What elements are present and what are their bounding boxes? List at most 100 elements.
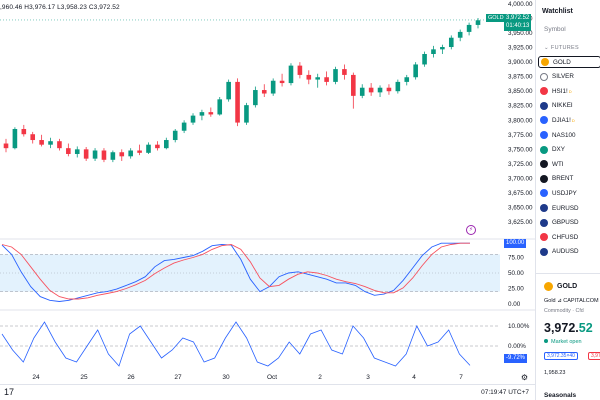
watchlist-item-nikkei[interactable]: NIKKEI xyxy=(538,100,600,112)
candle-body xyxy=(333,69,338,82)
details-low: 1,958.23 xyxy=(544,370,566,376)
symbol-price-tag: GOLD xyxy=(486,14,506,22)
watchlist-item-gbpusd[interactable]: GBPUSD xyxy=(538,217,600,229)
candle-body xyxy=(226,81,231,100)
watchlist-item-silver[interactable]: SILVER xyxy=(538,71,600,83)
time-axis-label: 27 xyxy=(174,374,182,381)
candle-body xyxy=(12,128,18,149)
details-price: 3,972.52 xyxy=(544,321,593,335)
futures-section[interactable]: ⌄ FUTURES xyxy=(544,45,579,51)
osc-current-tag: -9.72% xyxy=(504,354,528,363)
chart-area[interactable]: ,960.46 H3,976.17 L3,958.23 C3,972.52 4,… xyxy=(0,0,535,400)
time-axis-label: 26 xyxy=(127,374,135,381)
wti-icon xyxy=(540,160,548,169)
watchlist-item-eurusd[interactable]: EURUSD xyxy=(538,202,600,214)
candle-body xyxy=(395,81,401,92)
candle-body xyxy=(413,64,418,78)
time-axis-label: 3 xyxy=(366,374,370,381)
price-axis-label: 3,875.00 xyxy=(508,74,533,81)
watchlist-item-djia1[interactable]: DJIA1! D xyxy=(538,114,600,126)
candle-body xyxy=(457,31,463,38)
clock[interactable]: 07:19:47 UTC+7 xyxy=(481,389,529,396)
chfusd-icon xyxy=(540,233,548,242)
nas100-icon xyxy=(540,131,548,139)
delayed-badge: D xyxy=(571,117,575,123)
candle-body xyxy=(30,134,36,141)
candle-body xyxy=(315,77,320,80)
watchlist-item-nas100[interactable]: NAS100 xyxy=(538,129,600,141)
watchlist-item-wti[interactable]: WTI xyxy=(538,158,600,170)
price-axis-label: 3,900.00 xyxy=(508,59,533,66)
time-axis-label: 30 xyxy=(222,374,230,381)
watchlist-item-usdjpy[interactable]: USDJPY xyxy=(538,187,600,199)
osc-axis-label: 0.00% xyxy=(508,343,526,350)
osc-line xyxy=(1,321,471,367)
price-axis-label: 3,775.00 xyxy=(508,132,533,139)
details-category: Commodity · Cfd xyxy=(544,308,584,314)
silver-icon xyxy=(540,72,548,81)
price-axis-label: 3,800.00 xyxy=(508,117,533,124)
watchlist-title[interactable]: Watchlist xyxy=(542,8,573,15)
stoch-axis-label: 50.00 xyxy=(508,270,524,277)
candle-body xyxy=(431,49,436,54)
price-axis-label: 3,650.00 xyxy=(508,204,533,211)
candle-body xyxy=(448,37,454,48)
watchlist-item-dxy[interactable]: DXY xyxy=(538,144,600,156)
candle-body xyxy=(261,90,267,94)
delayed-badge: D xyxy=(568,88,572,94)
candle-body xyxy=(57,141,62,149)
settings-gear-icon[interactable]: ⚙ xyxy=(520,373,528,382)
price-axis-label: 3,850.00 xyxy=(508,88,533,95)
status-dot-icon xyxy=(544,339,548,343)
candle-body xyxy=(199,112,205,116)
chart-canvas[interactable]: 4,000.003,975.003,950.003,925.003,900.00… xyxy=(0,0,535,400)
watchlist-item-hsi1[interactable]: HSI1! D xyxy=(538,85,600,97)
nikkei-icon xyxy=(540,101,548,110)
candle-body xyxy=(217,99,223,115)
price-axis-label: 3,725.00 xyxy=(508,161,533,168)
candle-body xyxy=(324,77,329,82)
time-axis-label: 25 xyxy=(80,374,88,381)
candle-body xyxy=(181,122,187,131)
brent-icon xyxy=(540,174,548,183)
candle-body xyxy=(110,152,116,160)
stoch-d-line xyxy=(1,242,470,300)
candle-body xyxy=(279,80,285,84)
time-axis-label: 7 xyxy=(459,374,463,381)
stoch-current-tag: 100.00 xyxy=(504,239,527,248)
candle-body xyxy=(208,112,214,115)
candle-body xyxy=(342,69,347,75)
candle-body xyxy=(172,130,178,141)
ohlc-readout: ,960.46 H3,976.17 L3,958.23 C3,972.52 xyxy=(0,4,120,11)
ask-button[interactable]: 3,97 xyxy=(588,352,600,360)
lightning-icon[interactable]: ⚡ xyxy=(466,225,476,235)
candle-body xyxy=(3,143,9,149)
candle-body xyxy=(155,144,160,149)
candle-body xyxy=(137,150,142,153)
watchlist-item-chfusd[interactable]: CHFUSD xyxy=(538,231,600,243)
stoch-k-line xyxy=(1,242,470,302)
candle-body xyxy=(235,81,240,123)
bid-button[interactable]: 3,972.35×40 xyxy=(544,352,578,360)
symbol-column-header[interactable]: Symbol xyxy=(544,26,566,33)
chevron-down-icon: ⌄ xyxy=(544,45,549,51)
symbol-details-panel: GOLD Gold ⊿ CAPITALCOM Commodity · Cfd 3… xyxy=(536,273,600,400)
time-axis-label: Oct xyxy=(267,374,277,381)
candle-body xyxy=(359,87,365,96)
watchlist-item-gold[interactable]: GOLD xyxy=(538,56,600,68)
stoch-axis-label: 25.00 xyxy=(508,286,524,293)
price-axis-label: 3,700.00 xyxy=(508,175,533,182)
price-axis-label: 3,750.00 xyxy=(508,146,533,153)
watchlist-item-audusd[interactable]: AUDUSD xyxy=(538,246,600,258)
bottom-bar: 17 07:19:47 UTC+7 xyxy=(0,384,535,400)
candle-body xyxy=(128,150,133,157)
candle-body xyxy=(288,65,294,84)
countdown-tag: 01:40:13 xyxy=(504,22,532,31)
details-symbol-name[interactable]: GOLD xyxy=(544,282,577,291)
watchlist-item-brent[interactable]: BRENT xyxy=(538,173,600,185)
djia-icon xyxy=(540,116,548,125)
seasonals-heading[interactable]: Seasonals xyxy=(544,392,577,399)
price-axis-label: 3,950.00 xyxy=(508,30,533,37)
candle-body xyxy=(66,148,71,154)
candle-body xyxy=(164,140,169,149)
